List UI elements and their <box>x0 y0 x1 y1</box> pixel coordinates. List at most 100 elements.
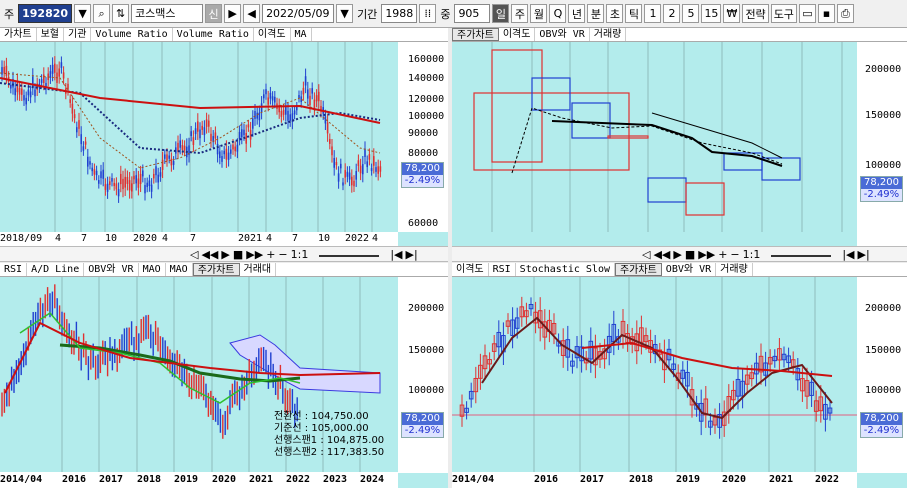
won-icon[interactable]: ₩ <box>723 4 741 23</box>
tab-item[interactable]: MAO <box>139 263 166 276</box>
candle-body <box>14 88 16 96</box>
rewind-icon[interactable]: ◀◀ <box>201 247 219 261</box>
save-icon[interactable]: ▪ <box>817 4 835 23</box>
tab-item[interactable]: 기관 <box>64 28 92 41</box>
ratio-label[interactable]: 1:1 <box>290 247 309 261</box>
name-tag-icon[interactable]: 신 <box>205 4 223 23</box>
tab-item[interactable]: Stochastic Slow <box>516 263 615 276</box>
candle-body <box>293 110 296 115</box>
last-icon[interactable]: ▶| <box>857 247 870 261</box>
count-input[interactable]: 905 <box>454 4 491 23</box>
tab-item[interactable]: 주가차트 <box>192 263 240 276</box>
folder-icon[interactable]: ▭ <box>798 4 816 23</box>
tab-item[interactable]: Volume Ratio <box>91 28 173 41</box>
tab-item[interactable]: A/D Line <box>27 263 85 276</box>
tab-item[interactable]: OBV와 VR <box>662 263 717 276</box>
interval-tick-button[interactable]: 틱 <box>625 4 643 23</box>
forward-icon[interactable]: ▶▶ <box>246 247 264 261</box>
tab-item[interactable]: 거래량 <box>590 28 627 41</box>
play-icon[interactable]: ▶ <box>221 247 230 261</box>
chart-pane-top-right[interactable]: 주가차트 이격도 OBV와 VR 거래량 200000 150000 10000… <box>452 28 907 246</box>
tab-item[interactable]: 주가차트 <box>452 28 499 41</box>
tab-item[interactable]: 주가차트 <box>614 263 662 276</box>
x-label: 4 <box>266 233 273 244</box>
candle-body <box>232 144 234 150</box>
tab-item[interactable]: 이격도 <box>254 28 291 41</box>
ichimoku-chart[interactable] <box>0 263 448 488</box>
next-button[interactable]: ▶ <box>224 4 242 23</box>
ratio-label[interactable]: 1:1 <box>742 247 761 261</box>
prev-button[interactable]: ◀ <box>243 4 261 23</box>
monthly-candle-chart[interactable] <box>452 263 907 488</box>
chart-pane-bottom-left[interactable]: RSI A/D Line OBV와 VR MAO MAO 주가차트 거래대 20… <box>0 263 448 488</box>
candle-body <box>89 161 91 165</box>
tab-item[interactable]: MA <box>291 28 312 41</box>
stock-code-input[interactable]: 192820 <box>18 4 73 23</box>
tab-item[interactable]: 이격도 <box>452 263 489 276</box>
num-2-button[interactable]: 2 <box>663 4 681 23</box>
sort-icon[interactable]: ⇅ <box>112 4 130 23</box>
candle-body <box>749 372 755 380</box>
interval-minute-button[interactable]: 분 <box>587 4 605 23</box>
stop-icon[interactable]: ■ <box>232 247 244 261</box>
zoom-in-icon[interactable]: + <box>266 247 276 261</box>
interval-second-button[interactable]: 초 <box>606 4 624 23</box>
grid-icon[interactable]: ⁞⁞ <box>419 4 437 23</box>
interval-quarter-button[interactable]: Q <box>549 4 567 23</box>
date-dropdown-button[interactable]: ▼ <box>336 4 354 23</box>
tab-item[interactable]: 가차트 <box>0 28 37 41</box>
scroll-left-icon[interactable]: ◁ <box>190 247 199 261</box>
last-icon[interactable]: ▶| <box>405 247 418 261</box>
tab-item[interactable]: MAO <box>166 263 193 276</box>
num-1-button[interactable]: 1 <box>644 4 662 23</box>
tab-item[interactable]: OBV와 VR <box>84 263 139 276</box>
tab-item[interactable]: 보혈 <box>37 28 65 41</box>
print-icon[interactable]: ⎙ <box>836 4 854 23</box>
candle-body <box>300 96 302 102</box>
play-icon[interactable]: ▶ <box>673 247 682 261</box>
scroll-slider[interactable] <box>771 251 832 257</box>
code-dropdown-button[interactable]: ▼ <box>74 4 92 23</box>
price-chart-top-left[interactable] <box>0 28 448 246</box>
strategy-button[interactable]: 전략 <box>742 4 769 23</box>
tools-button[interactable]: 도구 <box>770 4 797 23</box>
forward-icon[interactable]: ▶▶ <box>698 247 716 261</box>
tab-item[interactable]: RSI <box>0 263 28 276</box>
candle-body <box>181 145 184 150</box>
candle-body <box>201 125 203 130</box>
interval-week-button[interactable]: 주 <box>511 4 529 23</box>
tab-item[interactable]: RSI <box>489 263 516 276</box>
candle-body <box>758 355 764 373</box>
candle-body <box>337 173 340 182</box>
num-15-button[interactable]: 15 <box>701 4 722 23</box>
stock-name-field[interactable]: 코스맥스 <box>131 4 204 23</box>
scroll-slider[interactable] <box>319 251 380 257</box>
tab-item[interactable]: OBV와 VR <box>535 28 590 41</box>
chart-pane-bottom-right[interactable]: 이격도 RSI Stochastic Slow 주가차트 OBV와 VR 거래량… <box>452 263 907 488</box>
num-5-button[interactable]: 5 <box>682 4 700 23</box>
candle-body <box>234 146 236 152</box>
stop-icon[interactable]: ■ <box>684 247 696 261</box>
date-field[interactable]: 2022/05/09 <box>262 4 335 23</box>
period-input[interactable]: 1988 <box>381 4 418 23</box>
tab-item[interactable]: 거래량 <box>716 263 753 276</box>
first-icon[interactable]: |◀ <box>390 247 403 261</box>
price-chart-top-right[interactable] <box>452 28 907 246</box>
tab-item[interactable]: Volume Ratio <box>173 28 254 41</box>
interval-month-button[interactable]: 월 <box>530 4 548 23</box>
rewind-icon[interactable]: ◀◀ <box>653 247 671 261</box>
zoom-out-icon[interactable]: − <box>278 247 288 261</box>
search-icon[interactable]: ⌕ <box>93 4 111 23</box>
first-icon[interactable]: |◀ <box>842 247 855 261</box>
interval-year-button[interactable]: 년 <box>568 4 586 23</box>
tab-item[interactable]: 거래대 <box>240 263 277 276</box>
candle-body <box>150 184 153 192</box>
candle-body <box>304 76 307 86</box>
chart-pane-top-left[interactable]: 가차트 보혈 기관 Volume Ratio Volume Ratio 이격도 … <box>0 28 448 246</box>
interval-day-button[interactable]: 일 <box>492 4 510 23</box>
zoom-in-icon[interactable]: + <box>718 247 728 261</box>
zoom-out-icon[interactable]: − <box>730 247 740 261</box>
scroll-left-icon[interactable]: ◁ <box>642 247 651 261</box>
candle-body <box>23 95 25 101</box>
tab-item[interactable]: 이격도 <box>499 28 536 41</box>
